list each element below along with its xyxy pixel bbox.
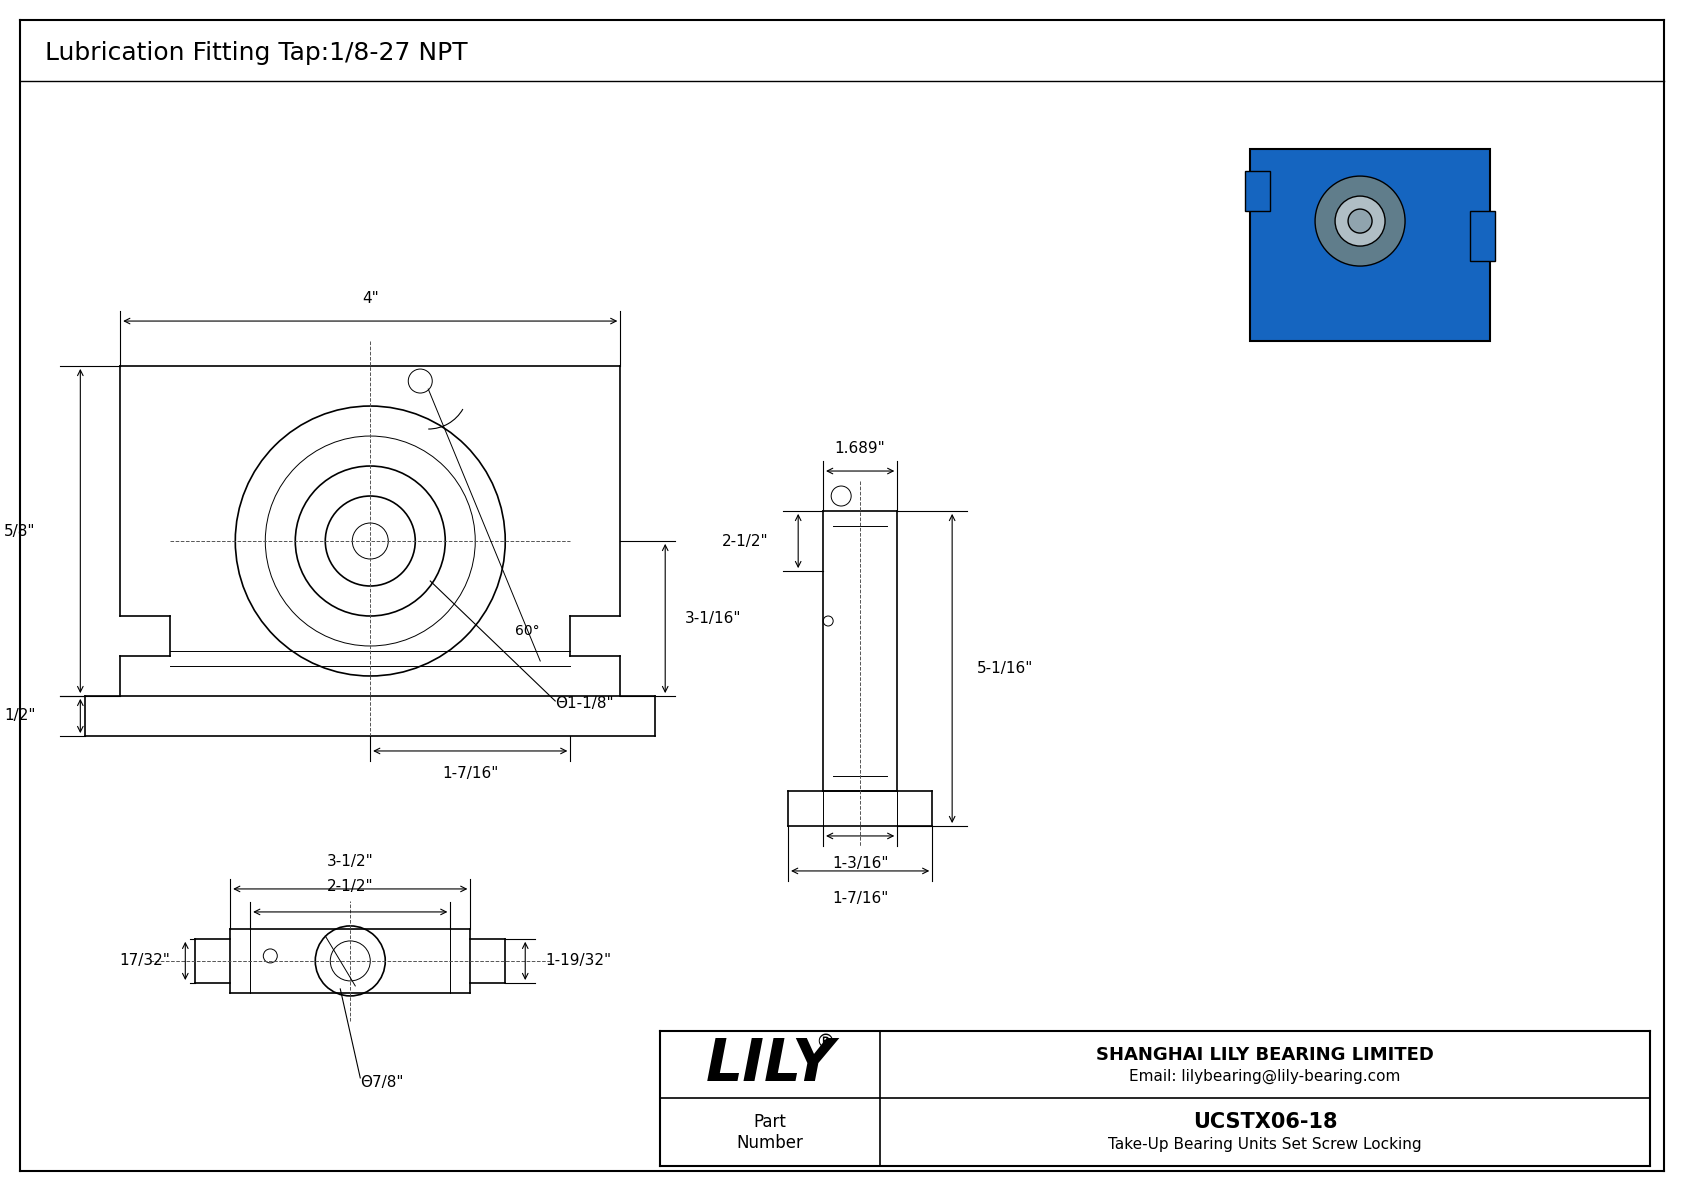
Text: Email: lilybearing@lily-bearing.com: Email: lilybearing@lily-bearing.com xyxy=(1130,1070,1401,1084)
Text: Lubrication Fitting Tap:1/8-27 NPT: Lubrication Fitting Tap:1/8-27 NPT xyxy=(45,42,468,66)
Bar xyxy=(1244,172,1270,211)
Text: Take-Up Bearing Units Set Screw Locking: Take-Up Bearing Units Set Screw Locking xyxy=(1108,1136,1421,1152)
Text: 1-7/16": 1-7/16" xyxy=(832,891,889,906)
Circle shape xyxy=(1349,210,1372,233)
Text: Θ1-1/8": Θ1-1/8" xyxy=(556,697,615,711)
Text: 5/8": 5/8" xyxy=(3,524,35,538)
Text: 1-7/16": 1-7/16" xyxy=(443,766,498,781)
Text: Part
Number: Part Number xyxy=(736,1112,803,1152)
Text: SHANGHAI LILY BEARING LIMITED: SHANGHAI LILY BEARING LIMITED xyxy=(1096,1046,1435,1064)
Circle shape xyxy=(1315,176,1404,266)
Bar xyxy=(1250,149,1490,341)
Text: 1-3/16": 1-3/16" xyxy=(832,856,889,871)
Text: Θ7/8": Θ7/8" xyxy=(360,1075,404,1091)
Text: 17/32": 17/32" xyxy=(120,954,170,968)
Text: 1.689": 1.689" xyxy=(835,441,886,456)
Text: 1/2": 1/2" xyxy=(3,709,35,723)
Text: LILY: LILY xyxy=(706,1036,835,1093)
Text: 1-19/32": 1-19/32" xyxy=(546,954,611,968)
Text: 3-1/2": 3-1/2" xyxy=(327,854,374,869)
Circle shape xyxy=(1335,197,1384,247)
Text: 4": 4" xyxy=(362,291,379,306)
Text: 60°: 60° xyxy=(515,624,541,638)
Text: 3-1/16": 3-1/16" xyxy=(685,611,741,626)
Text: 5-1/16": 5-1/16" xyxy=(977,661,1034,676)
Bar xyxy=(1470,211,1495,261)
Text: UCSTX06-18: UCSTX06-18 xyxy=(1192,1112,1337,1133)
Text: 2-1/2": 2-1/2" xyxy=(721,534,768,549)
Text: 2-1/2": 2-1/2" xyxy=(327,879,374,894)
Text: ®: ® xyxy=(815,1033,835,1052)
